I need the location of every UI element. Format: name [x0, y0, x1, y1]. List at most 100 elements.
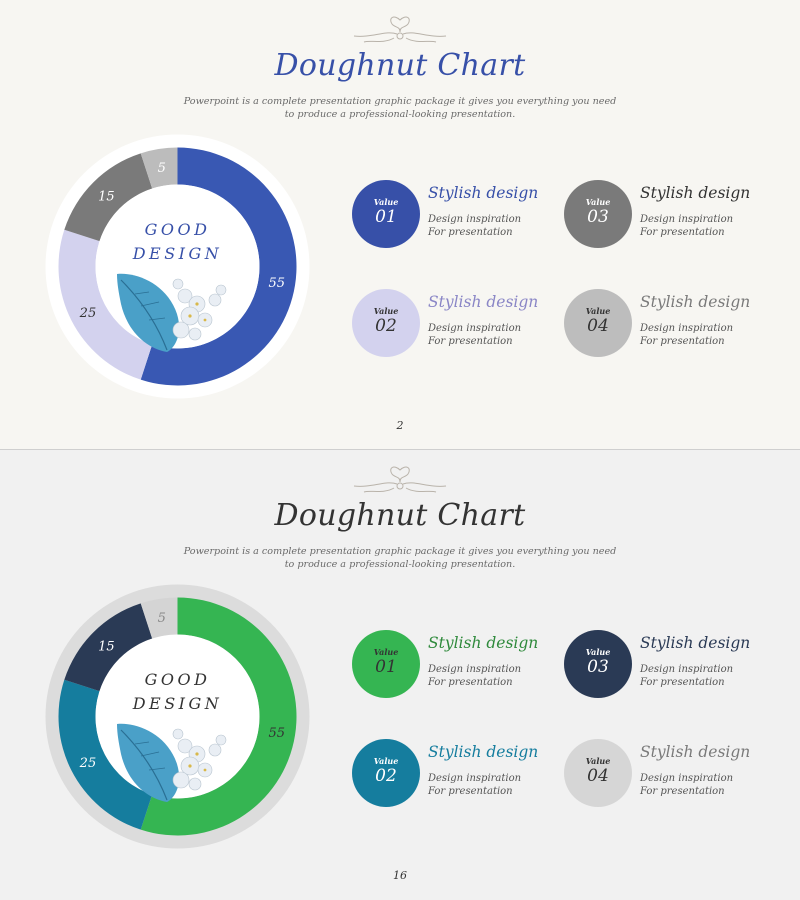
value-item-03: Value 03 Stylish design Design inspirati… [564, 630, 774, 700]
doughnut-data-label-4: 5 [158, 611, 166, 626]
value-circle-label: Value [373, 306, 399, 316]
doughnut-data-label-4: 5 [158, 161, 166, 176]
leaf-vein-branch [134, 741, 166, 771]
value-item-title: Stylish design [428, 293, 539, 311]
value-circle: Value 04 [564, 289, 632, 357]
page-subtitle: Powerpoint is a complete presentation gr… [150, 545, 650, 571]
value-desc-line-1: Design inspiration [428, 214, 522, 225]
chart-center-label: GOOD DESIGN [125, 218, 230, 266]
value-circle-number: 03 [587, 657, 609, 677]
center-label-line-2: DESIGN [132, 244, 223, 263]
doughnut-chart: 55 25 15 5 GOOD DESIGN [45, 134, 310, 399]
value-item-description: Design inspiration For presentation [640, 213, 733, 239]
page-title: Doughnut Chart [274, 498, 526, 533]
doughnut-data-label-3: 15 [98, 639, 115, 654]
value-circle-label: Value [373, 647, 399, 657]
value-circle-label: Value [585, 647, 611, 657]
page-subtitle: Powerpoint is a complete presentation gr… [150, 95, 650, 121]
slide-2: Doughnut Chart Powerpoint is a complete … [0, 450, 800, 900]
doughnut-chart-svg: 55 25 15 5 [45, 584, 310, 849]
value-item-description: Design inspiration For presentation [428, 322, 521, 348]
value-item-04: Value 04 Stylish design Design inspirati… [564, 739, 774, 809]
doughnut-chart: 55 25 15 5 GOOD DESIGN [45, 584, 310, 849]
center-label-line-2: DESIGN [132, 694, 223, 713]
leaf-vein [120, 729, 168, 801]
center-label-line-1: GOOD [144, 670, 211, 689]
value-circle: Value 03 [564, 630, 632, 698]
value-item-04: Value 04 Stylish design Design inspirati… [564, 289, 774, 359]
value-desc-line-2: For presentation [428, 786, 513, 797]
doughnut-data-label-2: 25 [79, 306, 97, 321]
value-item-description: Design inspiration For presentation [640, 322, 733, 348]
value-desc-line-2: For presentation [640, 677, 725, 688]
center-label-line-1: GOOD [144, 220, 211, 239]
value-circle-number: 04 [587, 766, 609, 786]
value-circle-label: Value [373, 197, 399, 207]
value-desc-line-1: Design inspiration [640, 664, 734, 675]
doughnut-data-label-1: 55 [268, 276, 285, 291]
value-circle-label: Value [373, 756, 399, 766]
value-circle: Value 01 [352, 180, 420, 248]
doughnut-data-label-3: 15 [98, 189, 115, 204]
value-circle-label: Value [585, 756, 611, 766]
doughnut-segment-3 [64, 603, 153, 692]
flower-centers [188, 752, 207, 772]
value-desc-line-2: For presentation [428, 677, 513, 688]
doughnut-chart-svg: 55 25 15 5 [45, 134, 310, 399]
value-item-title: Stylish design [428, 184, 539, 202]
value-desc-line-1: Design inspiration [428, 664, 522, 675]
value-desc-line-2: For presentation [428, 227, 513, 238]
value-circle-label: Value [585, 306, 611, 316]
value-circle: Value 02 [352, 289, 420, 357]
doughnut-data-label-1: 55 [268, 726, 285, 741]
value-item-description: Design inspiration For presentation [640, 663, 733, 689]
subtitle-line-2: to produce a professional-looking presen… [284, 109, 516, 120]
chart-center-label: GOOD DESIGN [125, 668, 230, 716]
subtitle-line-1: Powerpoint is a complete presentation gr… [183, 96, 617, 107]
value-item-title: Stylish design [640, 293, 751, 311]
subtitle-line-2: to produce a professional-looking presen… [284, 559, 516, 570]
value-circle-number: 03 [587, 207, 609, 227]
value-desc-line-1: Design inspiration [640, 323, 734, 334]
page-number: 2 [396, 419, 404, 432]
doughnut-segment-1 [140, 597, 297, 836]
value-item-title: Stylish design [428, 634, 539, 652]
value-desc-line-1: Design inspiration [428, 773, 522, 784]
doughnut-segment-3 [64, 153, 153, 242]
value-circle-number: 01 [375, 207, 397, 227]
value-circle-label: Value [585, 197, 611, 207]
flower-centers [188, 302, 207, 322]
doughnut-segment-2 [58, 229, 153, 380]
page-title: Doughnut Chart [274, 48, 526, 83]
value-circle: Value 03 [564, 180, 632, 248]
value-item-title: Stylish design [428, 743, 539, 761]
doughnut-segment-4 [140, 147, 178, 189]
value-desc-line-2: For presentation [428, 336, 513, 347]
value-item-03: Value 03 Stylish design Design inspirati… [564, 180, 774, 250]
ornament-flourish-icon [353, 466, 447, 493]
value-desc-line-1: Design inspiration [428, 323, 522, 334]
value-item-description: Design inspiration For presentation [640, 772, 733, 798]
leaf-flower-illustration [117, 273, 227, 352]
value-circle-number: 04 [587, 316, 609, 336]
value-item-description: Design inspiration For presentation [428, 213, 521, 239]
value-desc-line-2: For presentation [640, 227, 725, 238]
doughnut-segment-4 [140, 597, 178, 639]
value-circle-number: 01 [375, 657, 397, 677]
value-circle-number: 02 [375, 766, 397, 786]
value-item-02: Value 02 Stylish design Design inspirati… [352, 739, 562, 809]
subtitle-line-1: Powerpoint is a complete presentation gr… [183, 546, 617, 557]
value-desc-line-1: Design inspiration [640, 773, 734, 784]
value-desc-line-2: For presentation [640, 336, 725, 347]
doughnut-data-label-2: 25 [79, 756, 97, 771]
value-circle: Value 01 [352, 630, 420, 698]
leaf-flower-illustration [117, 723, 227, 802]
value-item-title: Stylish design [640, 743, 751, 761]
value-desc-line-2: For presentation [640, 786, 725, 797]
value-item-description: Design inspiration For presentation [428, 663, 521, 689]
value-item-title: Stylish design [640, 634, 751, 652]
value-circle: Value 02 [352, 739, 420, 807]
value-circle-number: 02 [375, 316, 397, 336]
value-item-02: Value 02 Stylish design Design inspirati… [352, 289, 562, 359]
doughnut-segment-2 [58, 679, 153, 830]
